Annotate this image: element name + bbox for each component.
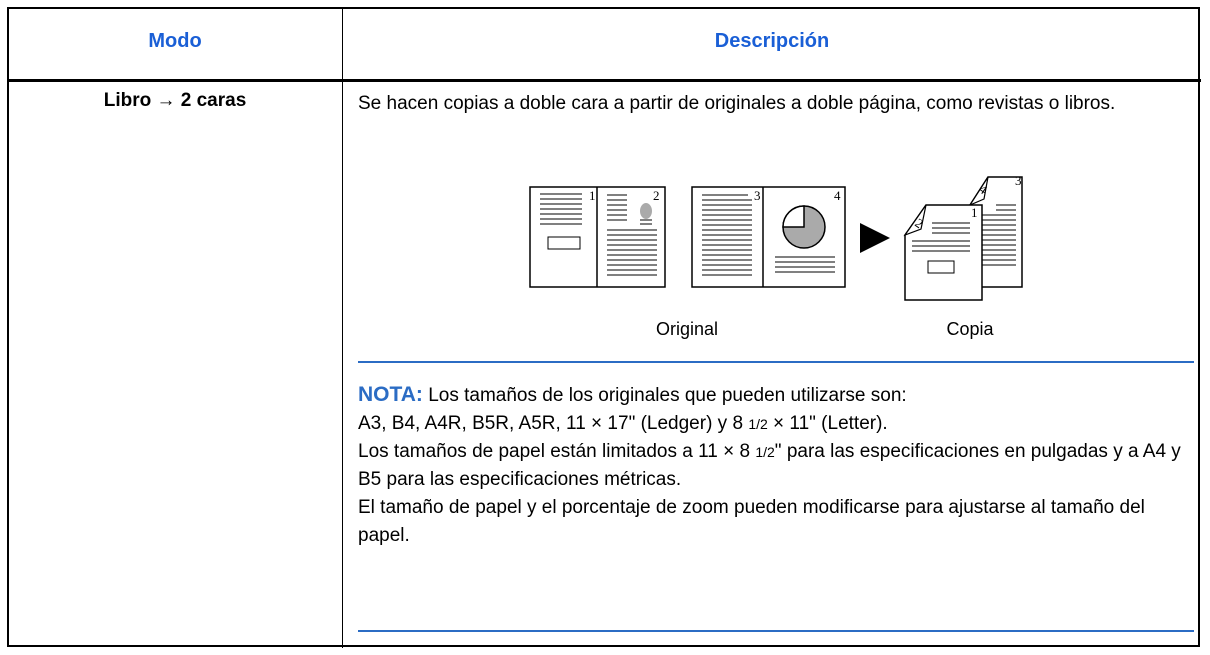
page-number: 2 [653,188,660,203]
note-text: Los tamaños de papel están limitados a 1… [358,441,756,462]
fraction: 1/2 [755,444,775,460]
table-border [7,7,1200,647]
page-number: 1 [971,205,978,220]
note-paragraph: Los tamaños de papel están limitados a 1… [358,438,1193,494]
header-divider [7,79,1201,82]
note-text: A3, B4, A4R, B5R, A5R, 11 × 17" (Ledger)… [358,413,749,434]
column-divider [342,7,343,648]
note: NOTA: Los tamaños de los originales que … [358,381,1193,550]
note-paragraph: El tamaño de papel y el porcentaje de zo… [358,494,1193,550]
figure: 1 2 3 4 3 4 1 2 Original Copia [529,173,1023,339]
note-text: " para las especificaciones en pulgadas … [358,441,1181,490]
note-paragraph: A3, B4, A4R, B5R, A5R, 11 × 17" (Ledger)… [358,410,1193,438]
mode-cell: Libro → 2 caras [103,90,247,111]
note-rule [358,361,1194,363]
page-number: 3 [754,188,761,203]
page-number: 4 [834,188,841,203]
header-cell: Modo [148,30,202,52]
figure-label: Copia [946,319,994,339]
header-cell: Descripción [714,30,830,52]
figure-label: Original [656,319,718,339]
note-rule [358,630,1194,632]
note-text: El tamaño de papel y el porcentaje de zo… [358,497,1145,546]
page-number: 3 [1015,173,1022,188]
note-text: × 11" (Letter). [767,413,888,434]
note-paragraph: NOTA: Los tamaños de los originales que … [358,381,1193,410]
note-label: NOTA: [358,383,423,406]
note-text: Los tamaños de los originales que pueden… [422,385,907,406]
page-number: 1 [589,188,596,203]
description: Se hacen copias a doble cara a partir de… [358,93,1116,114]
fraction: 1/2 [748,416,768,432]
